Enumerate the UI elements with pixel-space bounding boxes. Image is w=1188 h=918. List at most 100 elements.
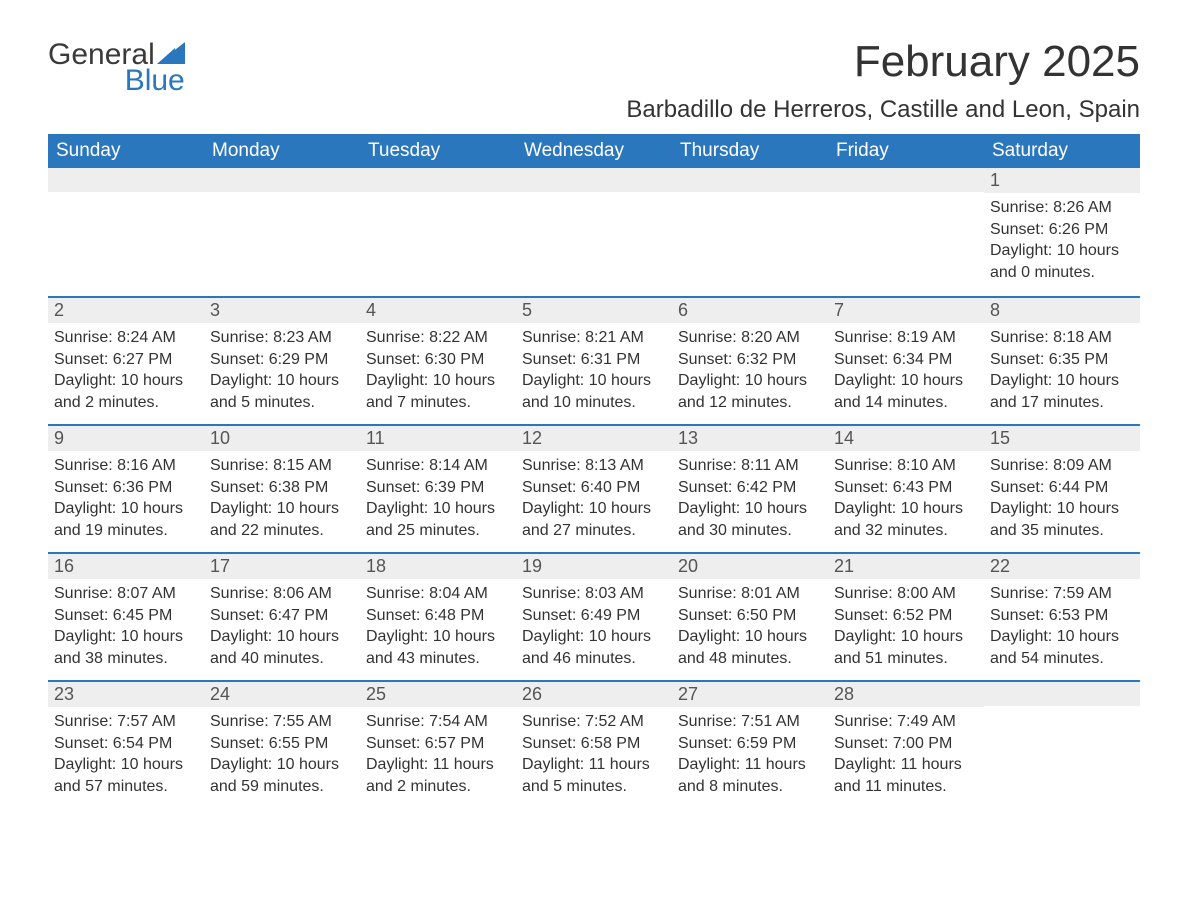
daylight-text: Daylight: 10 hours and 0 minutes. bbox=[990, 240, 1134, 283]
daylight-text: Daylight: 10 hours and 10 minutes. bbox=[522, 370, 666, 413]
day-body: Sunrise: 8:13 AMSunset: 6:40 PMDaylight:… bbox=[516, 451, 672, 551]
sunrise-text: Sunrise: 7:55 AM bbox=[210, 711, 354, 733]
daylight-text: Daylight: 10 hours and 48 minutes. bbox=[678, 626, 822, 669]
day-body: Sunrise: 8:11 AMSunset: 6:42 PMDaylight:… bbox=[672, 451, 828, 551]
daylight-text: Daylight: 11 hours and 11 minutes. bbox=[834, 754, 978, 797]
sunrise-text: Sunrise: 8:24 AM bbox=[54, 327, 198, 349]
day-number bbox=[828, 168, 984, 192]
day-body: Sunrise: 7:49 AMSunset: 7:00 PMDaylight:… bbox=[828, 707, 984, 807]
day-body: Sunrise: 8:21 AMSunset: 6:31 PMDaylight:… bbox=[516, 323, 672, 423]
day-cell bbox=[672, 168, 828, 296]
day-cell: 18Sunrise: 8:04 AMSunset: 6:48 PMDayligh… bbox=[360, 554, 516, 680]
sunrise-text: Sunrise: 7:49 AM bbox=[834, 711, 978, 733]
daylight-text: Daylight: 10 hours and 14 minutes. bbox=[834, 370, 978, 413]
day-cell: 25Sunrise: 7:54 AMSunset: 6:57 PMDayligh… bbox=[360, 682, 516, 808]
daylight-text: Daylight: 10 hours and 25 minutes. bbox=[366, 498, 510, 541]
daylight-text: Daylight: 10 hours and 46 minutes. bbox=[522, 626, 666, 669]
day-cell: 6Sunrise: 8:20 AMSunset: 6:32 PMDaylight… bbox=[672, 298, 828, 424]
day-body: Sunrise: 7:59 AMSunset: 6:53 PMDaylight:… bbox=[984, 579, 1140, 679]
day-body: Sunrise: 8:26 AMSunset: 6:26 PMDaylight:… bbox=[984, 193, 1140, 293]
week-row: 9Sunrise: 8:16 AMSunset: 6:36 PMDaylight… bbox=[48, 424, 1140, 552]
day-cell bbox=[984, 682, 1140, 808]
weekday-header: Thursday bbox=[672, 134, 828, 168]
daylight-text: Daylight: 11 hours and 8 minutes. bbox=[678, 754, 822, 797]
day-number: 17 bbox=[204, 554, 360, 579]
day-cell: 1Sunrise: 8:26 AMSunset: 6:26 PMDaylight… bbox=[984, 168, 1140, 296]
sunrise-text: Sunrise: 7:59 AM bbox=[990, 583, 1134, 605]
sunrise-text: Sunrise: 7:52 AM bbox=[522, 711, 666, 733]
daylight-text: Daylight: 10 hours and 59 minutes. bbox=[210, 754, 354, 797]
daylight-text: Daylight: 10 hours and 51 minutes. bbox=[834, 626, 978, 669]
location: Barbadillo de Herreros, Castille and Leo… bbox=[626, 96, 1140, 124]
weekday-header: Monday bbox=[204, 134, 360, 168]
day-body bbox=[516, 192, 672, 206]
sunset-text: Sunset: 6:52 PM bbox=[834, 605, 978, 627]
day-cell bbox=[828, 168, 984, 296]
sunrise-text: Sunrise: 8:19 AM bbox=[834, 327, 978, 349]
logo-text-block: General Blue bbox=[48, 40, 185, 96]
day-number: 27 bbox=[672, 682, 828, 707]
sunset-text: Sunset: 6:57 PM bbox=[366, 733, 510, 755]
sunset-text: Sunset: 6:53 PM bbox=[990, 605, 1134, 627]
daylight-text: Daylight: 10 hours and 27 minutes. bbox=[522, 498, 666, 541]
day-number: 15 bbox=[984, 426, 1140, 451]
daylight-text: Daylight: 10 hours and 57 minutes. bbox=[54, 754, 198, 797]
sunset-text: Sunset: 6:55 PM bbox=[210, 733, 354, 755]
month-title: February 2025 bbox=[626, 40, 1140, 84]
title-block: February 2025 Barbadillo de Herreros, Ca… bbox=[626, 40, 1140, 134]
day-number bbox=[48, 168, 204, 192]
day-number: 13 bbox=[672, 426, 828, 451]
day-number: 14 bbox=[828, 426, 984, 451]
sunrise-text: Sunrise: 8:18 AM bbox=[990, 327, 1134, 349]
week-row: 23Sunrise: 7:57 AMSunset: 6:54 PMDayligh… bbox=[48, 680, 1140, 808]
day-body: Sunrise: 8:14 AMSunset: 6:39 PMDaylight:… bbox=[360, 451, 516, 551]
daylight-text: Daylight: 10 hours and 35 minutes. bbox=[990, 498, 1134, 541]
day-body: Sunrise: 8:03 AMSunset: 6:49 PMDaylight:… bbox=[516, 579, 672, 679]
day-number bbox=[204, 168, 360, 192]
day-body bbox=[204, 192, 360, 206]
day-cell: 12Sunrise: 8:13 AMSunset: 6:40 PMDayligh… bbox=[516, 426, 672, 552]
sunset-text: Sunset: 6:26 PM bbox=[990, 219, 1134, 241]
sunset-text: Sunset: 6:48 PM bbox=[366, 605, 510, 627]
day-number: 9 bbox=[48, 426, 204, 451]
sunrise-text: Sunrise: 8:26 AM bbox=[990, 197, 1134, 219]
sunrise-text: Sunrise: 8:09 AM bbox=[990, 455, 1134, 477]
logo-blue: Blue bbox=[125, 64, 185, 97]
day-number: 12 bbox=[516, 426, 672, 451]
weekday-header: Wednesday bbox=[516, 134, 672, 168]
weekday-header: Tuesday bbox=[360, 134, 516, 168]
day-body: Sunrise: 8:20 AMSunset: 6:32 PMDaylight:… bbox=[672, 323, 828, 423]
sunset-text: Sunset: 6:39 PM bbox=[366, 477, 510, 499]
day-number bbox=[672, 168, 828, 192]
day-cell: 14Sunrise: 8:10 AMSunset: 6:43 PMDayligh… bbox=[828, 426, 984, 552]
daylight-text: Daylight: 10 hours and 32 minutes. bbox=[834, 498, 978, 541]
day-cell bbox=[48, 168, 204, 296]
day-number: 10 bbox=[204, 426, 360, 451]
day-cell: 21Sunrise: 8:00 AMSunset: 6:52 PMDayligh… bbox=[828, 554, 984, 680]
day-cell: 11Sunrise: 8:14 AMSunset: 6:39 PMDayligh… bbox=[360, 426, 516, 552]
logo: General Blue bbox=[48, 40, 185, 96]
sunrise-text: Sunrise: 8:20 AM bbox=[678, 327, 822, 349]
day-cell: 27Sunrise: 7:51 AMSunset: 6:59 PMDayligh… bbox=[672, 682, 828, 808]
daylight-text: Daylight: 10 hours and 19 minutes. bbox=[54, 498, 198, 541]
day-cell: 7Sunrise: 8:19 AMSunset: 6:34 PMDaylight… bbox=[828, 298, 984, 424]
day-body: Sunrise: 7:55 AMSunset: 6:55 PMDaylight:… bbox=[204, 707, 360, 807]
day-number: 28 bbox=[828, 682, 984, 707]
day-cell: 16Sunrise: 8:07 AMSunset: 6:45 PMDayligh… bbox=[48, 554, 204, 680]
day-body: Sunrise: 8:15 AMSunset: 6:38 PMDaylight:… bbox=[204, 451, 360, 551]
day-body: Sunrise: 8:07 AMSunset: 6:45 PMDaylight:… bbox=[48, 579, 204, 679]
day-number: 5 bbox=[516, 298, 672, 323]
sunset-text: Sunset: 6:38 PM bbox=[210, 477, 354, 499]
sunrise-text: Sunrise: 8:11 AM bbox=[678, 455, 822, 477]
day-body: Sunrise: 8:04 AMSunset: 6:48 PMDaylight:… bbox=[360, 579, 516, 679]
sunset-text: Sunset: 6:35 PM bbox=[990, 349, 1134, 371]
day-body: Sunrise: 8:09 AMSunset: 6:44 PMDaylight:… bbox=[984, 451, 1140, 551]
day-cell: 8Sunrise: 8:18 AMSunset: 6:35 PMDaylight… bbox=[984, 298, 1140, 424]
daylight-text: Daylight: 10 hours and 54 minutes. bbox=[990, 626, 1134, 669]
sunset-text: Sunset: 6:29 PM bbox=[210, 349, 354, 371]
day-number: 19 bbox=[516, 554, 672, 579]
daylight-text: Daylight: 10 hours and 40 minutes. bbox=[210, 626, 354, 669]
daylight-text: Daylight: 10 hours and 12 minutes. bbox=[678, 370, 822, 413]
week-row: 2Sunrise: 8:24 AMSunset: 6:27 PMDaylight… bbox=[48, 296, 1140, 424]
sunset-text: Sunset: 6:58 PM bbox=[522, 733, 666, 755]
